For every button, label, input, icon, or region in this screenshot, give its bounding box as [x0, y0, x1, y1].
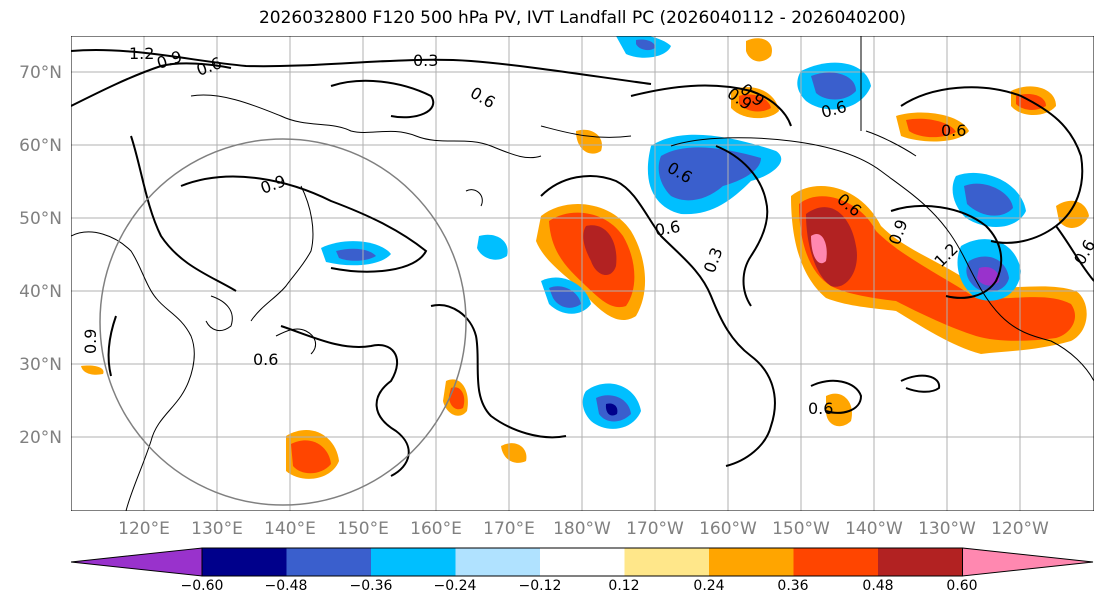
lat-label: 70°N — [19, 63, 62, 83]
colorbar-tick-label: 0.36 — [777, 578, 808, 594]
lat-label: 40°N — [19, 282, 62, 302]
colorbar-tick-label: −0.48 — [265, 578, 308, 594]
colorbar-segment — [793, 548, 878, 576]
lon-label: 150°W — [772, 519, 830, 539]
lat-label: 20°N — [19, 428, 62, 448]
colorbar-segment — [286, 548, 371, 576]
lat-label: 60°N — [19, 136, 62, 156]
colorbar-ticks: −0.60 −0.48 −0.36 −0.24 −0.12 0.12 0.24 … — [181, 578, 978, 594]
colorbar-outline — [201, 547, 963, 577]
colorbar-segment — [709, 548, 794, 576]
graticule — [71, 36, 1094, 511]
colorbar-segment — [455, 548, 540, 576]
colorbar-extend-min — [71, 547, 203, 577]
colorbar-segments — [71, 547, 1094, 577]
pv-contours — [71, 48, 1094, 477]
colorbar: −0.60 −0.48 −0.36 −0.24 −0.12 0.12 0.24 … — [71, 547, 1094, 594]
coastlines — [71, 36, 1094, 511]
colorbar-tick-label: 0.60 — [946, 578, 977, 594]
lon-label: 160°W — [699, 519, 757, 539]
colorbar-segment — [878, 548, 963, 576]
map-plot: 1.2 0.9 0.6 0.3 0.6 0.9 0.6 0.9 0.6 0.6 … — [71, 36, 1094, 511]
colorbar-tick-label: −0.60 — [181, 578, 224, 594]
landfall-domain-circle — [99, 138, 467, 506]
colorbar-segment — [540, 548, 625, 576]
colorbar-segment — [202, 548, 287, 576]
colorbar-tick-label: −0.24 — [434, 578, 477, 594]
lon-label: 120°W — [991, 519, 1049, 539]
longitude-axis: 120°E 130°E 140°E 150°E 160°E 170°E 180°… — [118, 519, 1049, 539]
contour-label: 0.6 — [941, 121, 966, 140]
lon-label: 170°W — [626, 519, 684, 539]
colorbar-segment — [371, 548, 456, 576]
lon-label: 140°E — [264, 519, 316, 539]
contour-label: 0.6 — [653, 217, 681, 240]
lat-label: 50°N — [19, 209, 62, 229]
colorbar-extend-max — [962, 547, 1094, 577]
colorbar-tick-label: −0.36 — [350, 578, 393, 594]
ivt-shading — [81, 36, 1089, 479]
lon-label: 130°E — [191, 519, 243, 539]
lon-label: 160°E — [410, 519, 462, 539]
lon-label: 130°W — [918, 519, 976, 539]
contour-label: 0.9 — [81, 329, 100, 354]
contour-label: 0.6 — [808, 399, 833, 418]
colorbar-tick-label: 0.12 — [608, 578, 639, 594]
contour-label: 0.3 — [413, 51, 438, 70]
contour-label: 0.6 — [253, 350, 278, 369]
contour-label: 1.2 — [129, 44, 154, 63]
colorbar-tick-label: 0.24 — [693, 578, 724, 594]
lon-label: 180°W — [553, 519, 611, 539]
colorbar-tick-label: −0.12 — [519, 578, 562, 594]
colorbar-tick-label: 0.48 — [862, 578, 893, 594]
lat-label: 30°N — [19, 355, 62, 375]
lon-label: 150°E — [337, 519, 389, 539]
map-title: 2026032800 F120 500 hPa PV, IVT Landfall… — [258, 8, 906, 28]
lon-label: 170°E — [483, 519, 535, 539]
latitude-axis: 70°N 60°N 50°N 40°N 30°N 20°N — [19, 63, 62, 448]
colorbar-segment — [624, 548, 709, 576]
lon-label: 140°W — [845, 519, 903, 539]
lon-label: 120°E — [118, 519, 170, 539]
